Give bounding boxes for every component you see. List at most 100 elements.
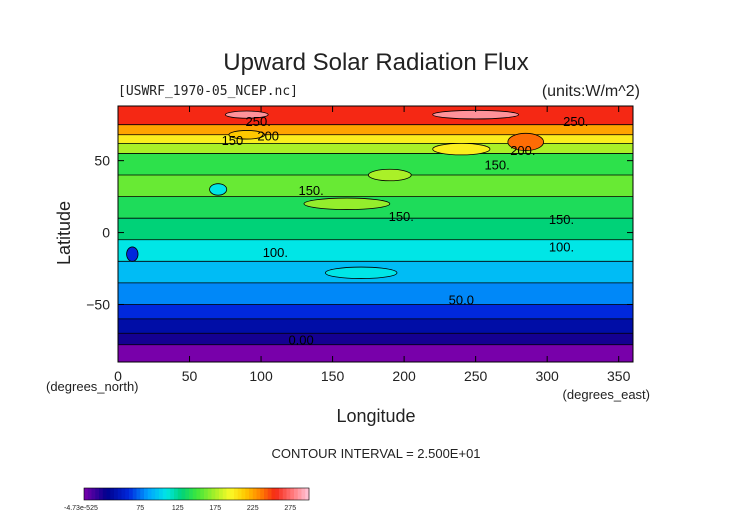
heatmap-patch-5	[367, 168, 412, 182]
heatmap-band-6	[118, 239, 633, 262]
colorbar-swatch-39	[230, 488, 235, 500]
x-tick-label-7: 350	[607, 368, 631, 384]
colorbar-swatch-56	[294, 488, 299, 500]
colorbar-swatch-59	[305, 488, 310, 500]
heatmap-patch-3	[228, 130, 266, 140]
contour-label-6: 150.	[298, 183, 323, 198]
heatmap-patch-6	[209, 183, 228, 196]
colorbar-swatch-2	[91, 488, 96, 500]
x-tick-label-4: 200	[392, 368, 416, 384]
colorbar-swatch-34	[211, 488, 216, 500]
colorbar-swatch-6	[106, 488, 111, 500]
contour-interval-text: CONTOUR INTERVAL = 2.500E+01	[271, 446, 480, 461]
colorbar-swatch-20	[159, 488, 164, 500]
colorbar-swatch-53	[282, 488, 287, 500]
contour-label-3: 250.	[563, 114, 588, 129]
colorbar-swatch-38	[226, 488, 231, 500]
heatmap-band-7	[118, 218, 633, 240]
heatmap-band-13	[118, 124, 633, 135]
colorbar-swatch-45	[252, 488, 257, 500]
colorbar-swatch-1	[87, 488, 92, 500]
heatmap-patch-8	[126, 246, 139, 262]
colorbar-swatch-25	[177, 488, 182, 500]
contour-label-9: 100.	[263, 245, 288, 260]
colorbar-swatch-14	[136, 488, 141, 500]
x-axis-label: Longitude	[336, 406, 415, 426]
x-unit-label: (degrees_east)	[563, 387, 650, 402]
colorbar-swatch-48	[264, 488, 269, 500]
colorbar-swatch-16	[144, 488, 149, 500]
colorbar-tick-label-3: 175	[209, 505, 221, 512]
y-tick-label-1: 0	[102, 225, 110, 241]
colorbar-swatch-24	[174, 488, 179, 500]
heatmap-band-4	[118, 282, 633, 305]
heatmap-band-12	[118, 134, 633, 144]
x-tick-label-3: 150	[321, 368, 345, 384]
colorbar-swatch-49	[267, 488, 272, 500]
colorbar-swatch-35	[215, 488, 220, 500]
colorbar-swatch-30	[196, 488, 201, 500]
colorbar-swatch-37	[222, 488, 227, 500]
colorbar-swatch-57	[297, 488, 302, 500]
colorbar-tick-label-1: 75	[136, 505, 144, 512]
colorbar-swatch-7	[110, 488, 115, 500]
contour-label-1: 200	[257, 129, 279, 144]
colorbar-swatch-23	[170, 488, 175, 500]
colorbar-tick-label-5: 275	[284, 505, 296, 512]
colorbar-swatch-5	[102, 488, 107, 500]
heatmap-patch-0	[224, 110, 269, 119]
contour-label-0: 250.	[246, 114, 271, 129]
colorbar-swatch-18	[151, 488, 156, 500]
colorbar-swatch-3	[95, 488, 100, 500]
colorbar-swatch-36	[219, 488, 224, 500]
chart-title: Upward Solar Radiation Flux	[223, 49, 528, 76]
colorbar-swatch-10	[121, 488, 126, 500]
colorbar-swatch-13	[132, 488, 137, 500]
x-tick-label-0: 0	[114, 368, 122, 384]
heatmap-band-11	[118, 143, 633, 154]
heatmap-band-0	[118, 344, 633, 362]
colorbar-swatch-32	[204, 488, 209, 500]
x-tick-label-5: 250	[464, 368, 488, 384]
heatmap-patch-2	[507, 132, 544, 151]
y-unit-label: (degrees_north)	[46, 379, 139, 394]
colorbar-tick-label-2: 125	[172, 505, 184, 512]
heatmap-patch-7	[303, 197, 391, 210]
contour-label-7: 150.	[389, 209, 414, 224]
y-axis-label: Latitude	[54, 201, 74, 265]
colorbar-swatch-51	[275, 488, 280, 500]
colorbar-swatch-21	[162, 488, 167, 500]
colorbar-swatch-52	[279, 488, 284, 500]
x-tick-label-2: 100	[249, 368, 273, 384]
colorbar-swatch-55	[290, 488, 295, 500]
colorbar-swatch-33	[207, 488, 212, 500]
heatmap-patch-9	[325, 266, 398, 279]
colorbar-swatch-0	[84, 488, 89, 500]
colorbar-frame	[83, 487, 310, 501]
plot-frame	[117, 105, 634, 363]
colorbar-swatch-17	[147, 488, 152, 500]
colorbar-swatch-31	[200, 488, 205, 500]
x-tick-label-1: 50	[182, 368, 198, 384]
colorbar-swatch-26	[181, 488, 186, 500]
colorbar-swatch-54	[286, 488, 291, 500]
contour-label-5: 150.	[484, 157, 509, 172]
colorbar-swatch-15	[140, 488, 145, 500]
contour-label-12: 0.00	[288, 333, 313, 348]
colorbar: -4.73e-525 75 125 175 225 275	[64, 487, 310, 512]
colorbar-swatch-47	[260, 488, 265, 500]
colorbar-swatch-43	[245, 488, 250, 500]
colorbar-tick-label-0: -4.73e-525	[64, 505, 98, 512]
colorbar-swatch-42	[241, 488, 246, 500]
heatmap-layer	[118, 106, 633, 362]
contour-label-8: 150.	[549, 212, 574, 227]
colorbar-swatch-46	[256, 488, 261, 500]
heatmap-band-9	[118, 175, 633, 197]
contour-label-11: 50.0	[449, 292, 474, 307]
units-label: (units:W/m^2)	[542, 83, 640, 100]
heatmap-band-3	[118, 304, 633, 319]
heatmap-band-10	[118, 153, 633, 176]
contour-label-2: 150	[222, 133, 244, 148]
